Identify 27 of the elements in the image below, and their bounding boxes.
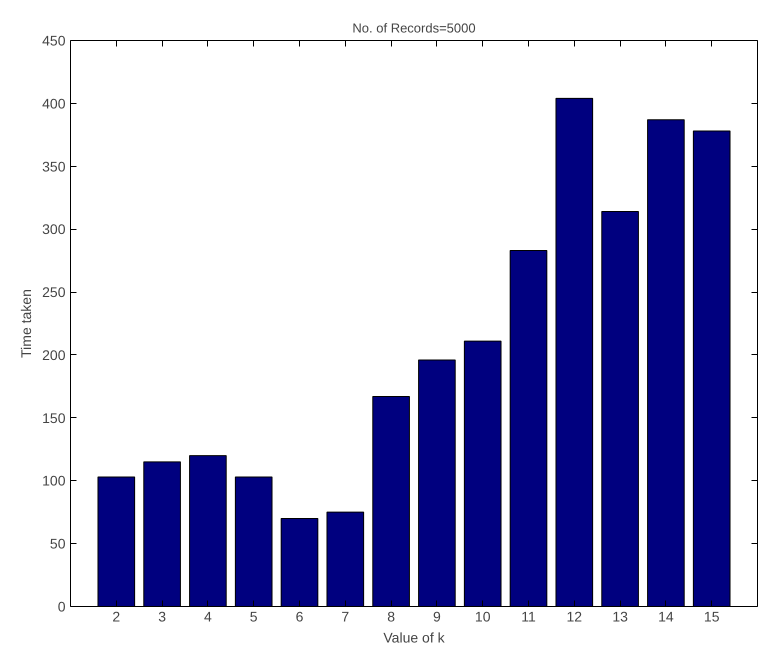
y-tick-label: 450 [42,32,66,48]
x-tick-label: 12 [566,608,582,624]
x-tick-label: 8 [387,608,396,624]
x-tick-label: 13 [612,608,628,624]
x-tick-label: 9 [433,608,442,624]
x-tick-label: 2 [112,608,120,624]
y-tick-label: 300 [42,221,66,238]
x-tick-label: 10 [474,608,491,624]
y-axis-title: Time taken [18,289,34,358]
y-tick-label: 0 [58,598,66,614]
y-tick-label: 100 [42,472,66,489]
y-tick-label: 400 [42,95,66,112]
x-axis-title: Value of k [383,630,446,646]
y-tick-label: 200 [42,346,66,363]
x-tick-label: 4 [204,608,212,624]
x-tick-label: 6 [296,608,304,624]
chart-title: No. of Records=5000 [352,20,476,36]
y-tick-label: 350 [42,158,66,174]
y-tick-label: 250 [42,284,66,300]
y-tick-label: 150 [42,410,66,426]
x-tick-label: 14 [658,608,674,624]
x-tick-label: 11 [521,608,536,624]
x-tick-label: 7 [341,608,350,624]
y-tick-label: 50 [50,536,66,552]
x-tick-label: 15 [704,608,720,624]
x-tick-label: 3 [158,608,166,624]
x-tick-label: 5 [250,608,258,624]
